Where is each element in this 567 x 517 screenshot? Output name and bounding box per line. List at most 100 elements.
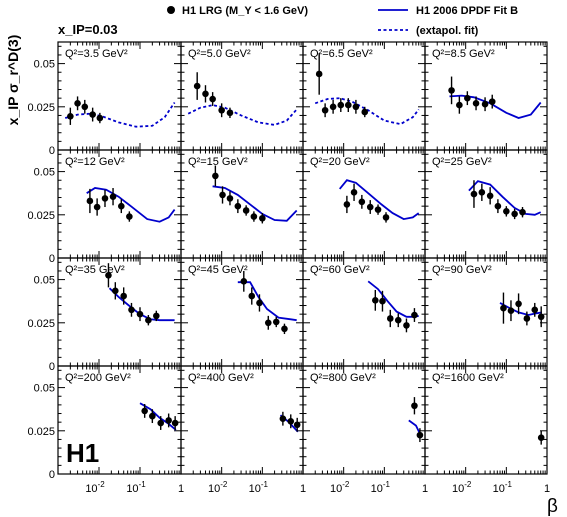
panel-q2-label: Q²=25 GeV²: [432, 156, 492, 168]
data-point: [464, 94, 471, 102]
data-point: [345, 101, 352, 109]
data-point: [352, 103, 360, 111]
x-tick-label: 10-2: [452, 480, 472, 495]
panel-q2-label: Q²=3.5 GeV²: [65, 48, 128, 60]
data-point: [494, 202, 502, 210]
y-tick-label: 0.025: [27, 318, 55, 330]
data-point: [171, 419, 179, 427]
y-tick-label: 0.05: [34, 59, 55, 71]
data-point: [379, 297, 386, 305]
panel: Q²=90 GeV²: [424, 257, 548, 367]
data-point: [96, 114, 104, 122]
x-tick-label: 10-2: [208, 480, 228, 495]
data-point: [141, 407, 148, 415]
data-point: [293, 421, 301, 429]
data-point: [145, 316, 152, 324]
data-point: [337, 101, 345, 109]
data-point: [486, 192, 494, 200]
x-tick-label: 10-2: [85, 480, 105, 495]
fit-b-curve: [139, 402, 177, 431]
y-tick-label: 0: [49, 361, 55, 373]
x-tick-label: 10-1: [371, 480, 391, 495]
panel-q2-label: Q²=60 GeV²: [310, 264, 370, 276]
data-point: [358, 198, 366, 206]
data-point: [264, 319, 272, 327]
data-point: [112, 287, 119, 295]
x-tick-label: 10-1: [126, 480, 146, 495]
y-tick-label: 0.05: [34, 275, 55, 287]
data-point: [250, 213, 258, 220]
data-point: [120, 292, 127, 300]
data-point: [226, 195, 234, 202]
data-point: [74, 100, 81, 107]
fit-b-curve: [499, 302, 543, 316]
data-point: [153, 312, 160, 320]
panel-q2-label: Q²=800 GeV²: [310, 372, 376, 384]
data-point: [242, 207, 250, 214]
legend: H1 LRG (M_Y < 1.6 GeV) H1 2006 DPDF Fit …: [167, 5, 518, 37]
data-point: [481, 100, 489, 108]
data-point: [523, 315, 531, 322]
panel: Q²=5.0 GeV²: [180, 41, 304, 151]
fit-b-curve: [468, 180, 542, 216]
data-point: [128, 306, 135, 314]
data-point: [361, 108, 369, 116]
data-point: [470, 190, 478, 198]
x-tick-label: 1: [178, 483, 184, 495]
y-tick-label: 0: [49, 253, 55, 265]
data-point: [366, 203, 374, 211]
y-tick-label: 0.05: [34, 167, 55, 179]
data-point: [411, 402, 418, 410]
data-point: [279, 415, 287, 423]
data-point: [537, 313, 545, 321]
y-tick-label: 0.025: [27, 102, 55, 114]
data-point: [329, 103, 337, 111]
panel: Q²=15 GeV²: [180, 149, 304, 259]
x-tick-label: 10-2: [330, 480, 350, 495]
x-tick-label: 1: [422, 483, 428, 495]
panel: Q²=12 GeV²: [57, 149, 182, 259]
panel-q2-label: Q²=20 GeV²: [310, 156, 370, 168]
data-point: [315, 70, 323, 78]
data-point: [511, 210, 518, 218]
data-point: [149, 412, 156, 420]
data-point: [374, 206, 382, 213]
panel-q2-label: Q²=400 GeV²: [188, 372, 254, 384]
data-point: [287, 417, 295, 425]
x-tick-labels: 10-2 10-1 1 10-2 10-1 1 10-2 10-1 1 10-2 10-1 1: [85, 480, 550, 495]
panel-q2-label: Q²=6.5 GeV²: [310, 48, 373, 60]
experiment-label: H1: [66, 438, 99, 468]
data-point: [101, 195, 109, 202]
data-point: [537, 434, 545, 442]
data-point: [81, 103, 89, 111]
x-tick-label: 1: [544, 483, 550, 495]
data-point: [89, 111, 96, 118]
data-point: [372, 297, 379, 304]
data-point: [165, 417, 172, 424]
y-tick-label: 0.025: [27, 210, 55, 222]
data-point: [386, 315, 394, 322]
fit-b-curve: [212, 185, 298, 222]
panel-q2-label: Q²=200 GeV²: [65, 372, 131, 384]
fit-b-curve: [449, 94, 542, 119]
panel: Q²=6.5 GeV²: [302, 41, 426, 151]
data-point: [136, 310, 144, 318]
panel: Q²=400 GeV²: [180, 365, 304, 475]
data-point: [472, 100, 480, 107]
data-point: [448, 87, 455, 94]
data-point: [209, 95, 216, 103]
legend-extrap-label: (extapol. fit): [416, 25, 479, 37]
data-point: [281, 325, 288, 333]
data-point: [500, 304, 507, 312]
data-point: [272, 318, 280, 326]
panel-q2-label: Q²=35 GeV²: [65, 264, 125, 276]
data-point: [515, 300, 522, 308]
data-point: [456, 101, 463, 109]
y-tick-label: 0.05: [34, 383, 55, 395]
data-point: [503, 208, 510, 215]
panel: Q²=35 GeV²: [57, 257, 182, 367]
data-point: [507, 307, 515, 315]
panel: Q²=25 GeV²: [424, 149, 548, 259]
data-point: [118, 202, 125, 210]
x-tick-label: 10-1: [493, 480, 513, 495]
